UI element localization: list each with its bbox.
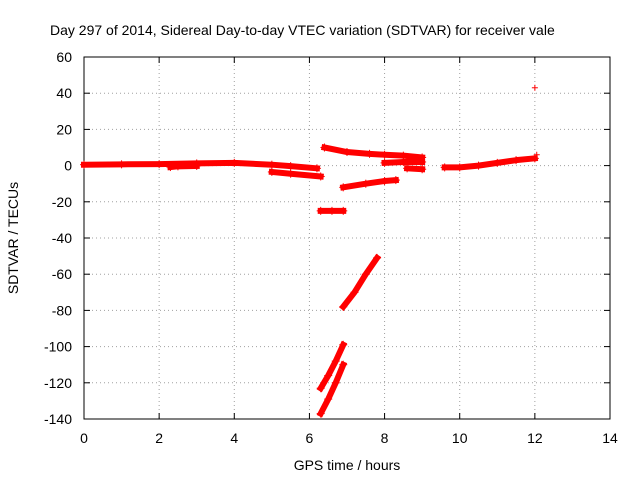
data-point — [192, 161, 201, 170]
data-point — [512, 156, 521, 165]
series-band — [316, 360, 348, 418]
data-point — [474, 161, 483, 170]
data-point — [350, 288, 359, 297]
y-tick-label: 0 — [64, 158, 72, 174]
y-tick-label: -80 — [52, 302, 72, 318]
series-band — [339, 253, 382, 311]
series-band — [339, 176, 400, 191]
axis-ticks: 0 2 4 6 8 10 12 14 60 40 20 0 -20 -40 -60 -80 -100 -120 -1… — [44, 49, 618, 446]
data-point — [312, 164, 321, 173]
data-point — [380, 158, 389, 167]
y-tick-label: -20 — [52, 194, 72, 210]
x-tick-label: 0 — [80, 430, 88, 446]
x-tick-label: 12 — [527, 430, 543, 446]
x-tick-label: 6 — [306, 430, 314, 446]
x-axis-label: GPS time / hours — [294, 457, 401, 473]
x-tick-label: 4 — [230, 430, 238, 446]
data-point — [440, 163, 449, 172]
data-series — [80, 84, 540, 418]
data-point — [380, 150, 389, 159]
y-axis-label: SDTVAR / TECUs — [5, 182, 21, 294]
data-point — [339, 302, 348, 311]
y-tick-label: -120 — [44, 375, 72, 391]
x-tick-label: 14 — [602, 430, 618, 446]
series-band — [441, 155, 539, 171]
data-point — [316, 172, 325, 181]
data-point — [373, 253, 382, 262]
series-band — [268, 168, 324, 180]
data-point — [267, 167, 276, 176]
data-point — [331, 378, 340, 387]
data-point — [155, 160, 164, 169]
data-point — [316, 206, 325, 215]
data-point — [173, 162, 182, 171]
y-tick-label: 40 — [56, 85, 72, 101]
chart-title: Day 297 of 2014, Sidereal Day-to-day VTE… — [50, 22, 555, 38]
data-point — [267, 160, 276, 169]
data-point — [327, 206, 336, 215]
y-tick-label: 60 — [56, 49, 72, 65]
data-point — [399, 157, 408, 166]
data-point — [418, 157, 427, 166]
data-point — [331, 357, 340, 366]
data-point — [324, 371, 333, 380]
data-point — [533, 151, 540, 158]
x-tick-label: 10 — [452, 430, 468, 446]
y-tick-label: -140 — [44, 411, 72, 427]
data-point — [286, 169, 295, 178]
data-point — [530, 154, 539, 163]
data-point — [316, 384, 325, 393]
data-point — [493, 158, 502, 167]
data-point — [361, 270, 370, 279]
data-point — [80, 160, 88, 169]
data-point — [365, 149, 374, 158]
data-point — [403, 164, 412, 173]
y-tick-label: -40 — [52, 230, 72, 246]
data-point — [316, 409, 325, 418]
data-point — [455, 163, 464, 172]
data-point — [230, 158, 239, 167]
data-point — [418, 165, 427, 174]
data-point — [339, 360, 348, 369]
data-point — [339, 183, 348, 192]
y-tick-label: 20 — [56, 121, 72, 137]
series-band — [316, 340, 348, 393]
grid — [84, 57, 610, 419]
data-point — [117, 160, 126, 169]
series-band — [320, 143, 426, 161]
data-point — [391, 176, 400, 185]
data-point — [380, 176, 389, 185]
data-point — [343, 148, 351, 157]
x-tick-label: 2 — [155, 430, 163, 446]
data-point — [324, 395, 333, 404]
data-point — [339, 340, 348, 349]
data-point — [286, 162, 295, 171]
y-tick-label: -60 — [52, 266, 72, 282]
y-tick-label: -100 — [44, 339, 72, 355]
data-point — [166, 163, 175, 172]
data-point — [320, 143, 329, 152]
data-point — [339, 206, 348, 215]
x-tick-label: 8 — [381, 430, 389, 446]
data-point — [361, 179, 370, 188]
data-point — [531, 84, 538, 91]
